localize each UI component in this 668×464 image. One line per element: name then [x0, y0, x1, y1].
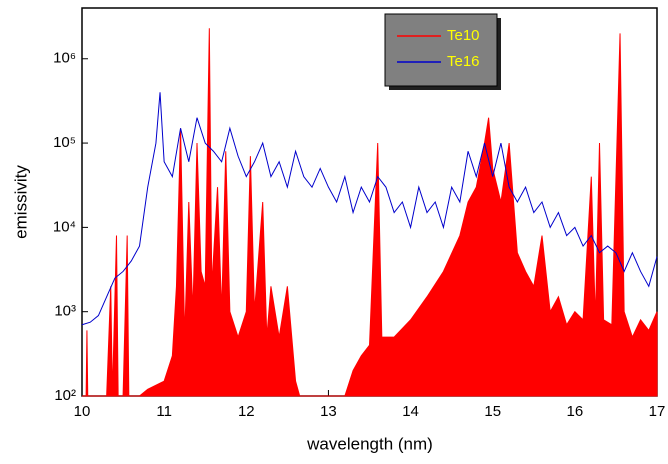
legend: Te10 Te16 — [384, 13, 501, 90]
x-axis-label: wavelength (nm) — [306, 434, 433, 453]
line — [81, 92, 658, 326]
y-tick-label: 10³ — [54, 303, 76, 320]
legend-label: Te10 — [447, 27, 480, 44]
x-tick-label: 14 — [402, 403, 419, 420]
x-tick-label: 15 — [484, 403, 501, 420]
y-tick-label: 10⁴ — [53, 218, 76, 235]
x-tick-label: 17 — [649, 403, 666, 420]
legend-box — [384, 13, 498, 87]
x-tick-label: 10 — [74, 403, 91, 420]
y-tick-label: 10⁶ — [53, 50, 76, 67]
y-axis-label: emissivity — [11, 165, 30, 239]
y-tick-label: 10² — [54, 387, 76, 404]
y-tick-label: 10⁵ — [53, 134, 76, 151]
x-tick-label: 11 — [156, 403, 172, 420]
area — [82, 28, 658, 397]
x-tick-label: 16 — [567, 403, 584, 420]
legend-label: Te16 — [447, 53, 480, 70]
x-tick-label: 12 — [238, 403, 255, 420]
x-tick-label: 13 — [320, 403, 337, 420]
